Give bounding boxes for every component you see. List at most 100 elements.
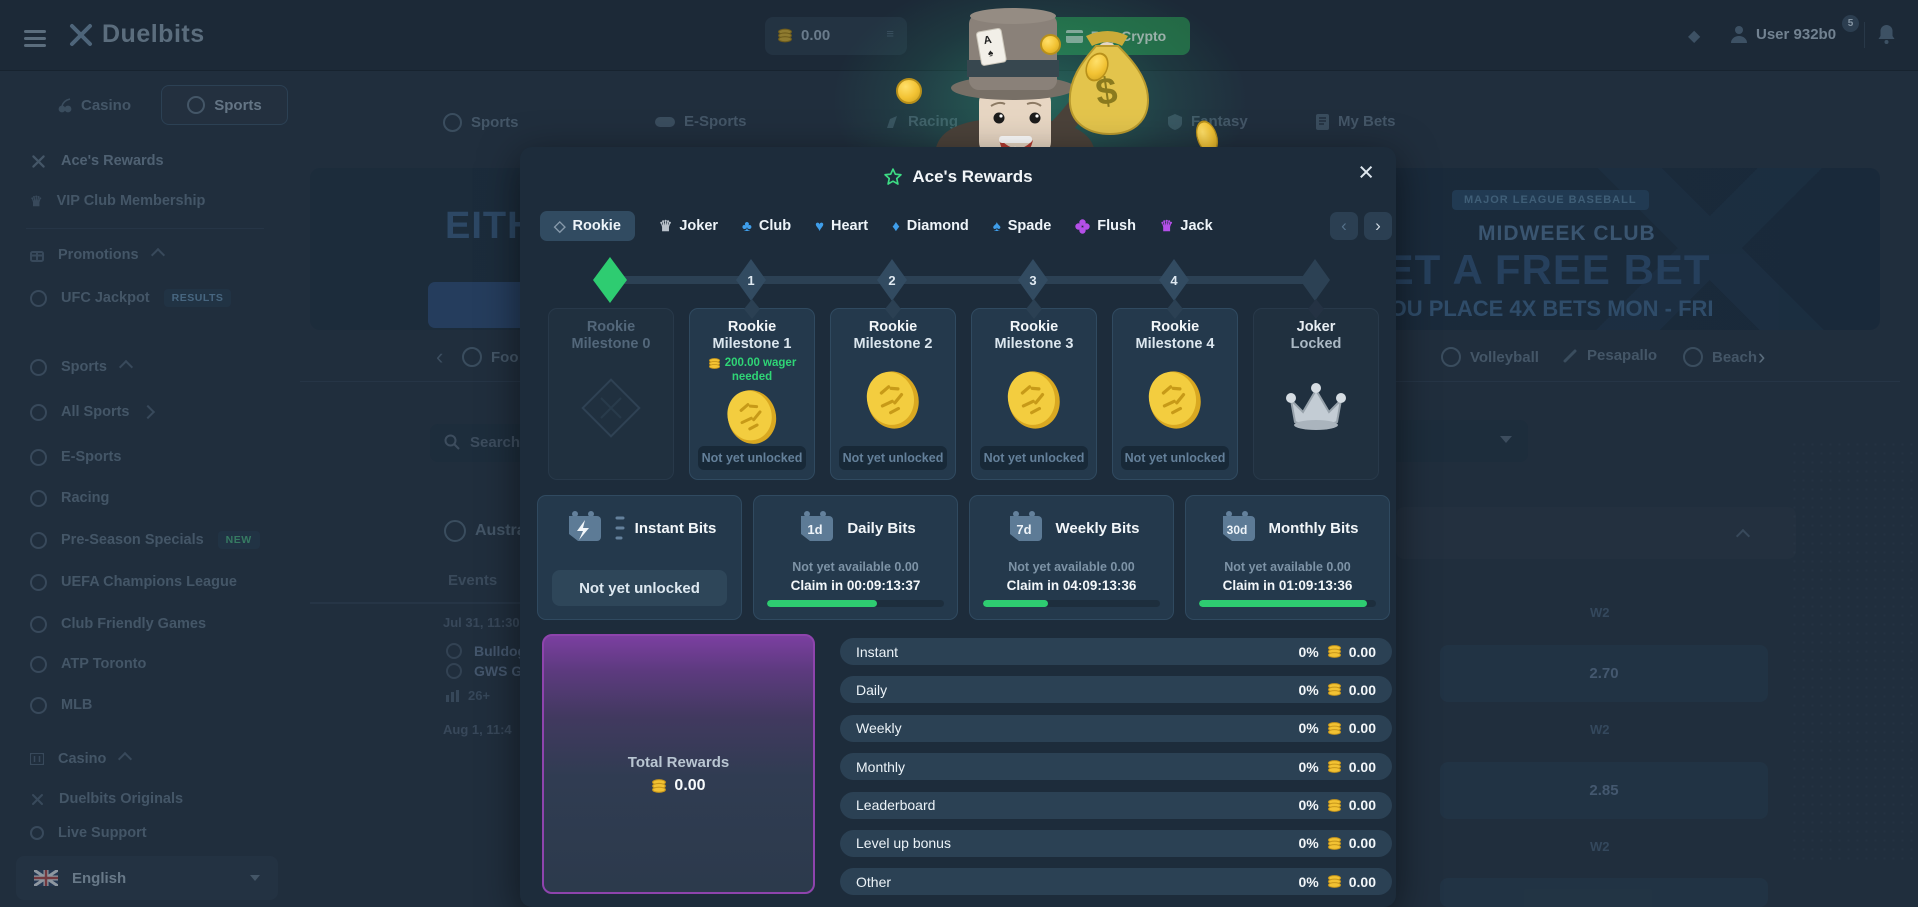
star-icon [884,168,903,185]
tab-football[interactable]: Foo [462,347,519,367]
milestone-card-2: Rookie Milestone 2 Not yet unlocked [830,299,956,480]
total-rewards-label: Total Rewards [627,754,730,771]
headset-icon [30,826,44,840]
close-icon[interactable]: × [1358,157,1374,187]
markets-count[interactable]: 26+ [446,688,490,703]
sidebar-item-racing[interactable]: Racing [30,487,109,509]
sidebar-item-club-friendly[interactable]: Club Friendly Games [30,613,206,635]
toggle-casino[interactable]: Casino [32,85,157,125]
banner-tag: MAJOR LEAGUE BASEBALL [1452,190,1649,210]
milestone-card-1: Rookie Milestone 1 200.00 wager needed N… [689,299,815,480]
shield-icon [1168,113,1182,130]
diamond-icon: ♦ [892,217,900,235]
pesapallo-icon [1563,349,1577,363]
wallet-menu-icon[interactable]: ≡ [886,26,895,41]
event-date: Jul 31, 11:30 [443,615,520,630]
weekly-bits-card: 7d Weekly Bits Not yet available 0.00 Cl… [969,495,1174,620]
tab-rookie[interactable]: ◇ Rookie [540,211,635,241]
nav-esports[interactable]: E-Sports [655,113,747,130]
scroll-right-icon[interactable]: › [1758,344,1766,369]
balance-pill[interactable]: 0.00 ≡ [765,17,907,55]
gem-icon[interactable]: ◆ [1688,28,1701,45]
filter-dropdown[interactable] [1380,420,1528,462]
milestone-card-0: Rookie Milestone 0 [548,308,674,480]
sidebar-group-sports[interactable]: Sports [30,356,163,378]
sidebar-item-mlb[interactable]: MLB [30,694,92,716]
aces-rewards-modal: Ace's Rewards × ◇ Rookie ♛ Joker ♣ Club ♥ He… [520,147,1396,907]
tab-jack[interactable]: ♛ Jack [1159,217,1213,235]
crown-icon: ♛ [30,192,43,209]
tab-club[interactable]: ♣ Club [742,217,792,235]
user-level-badge: 5 [1842,15,1859,32]
tab-joker[interactable]: ♛ Joker [658,217,719,235]
hamburger-menu-icon[interactable] [24,26,46,51]
markets-icon [446,689,459,702]
tab-spade[interactable]: ♠ Spade [992,217,1052,235]
tabs-prev-button[interactable]: ‹ [1330,212,1358,240]
new-badge: NEW [217,531,260,549]
tab-diamond[interactable]: ♦ Diamond [892,217,969,235]
bell-icon[interactable] [1878,24,1895,44]
svg-text:1d: 1d [808,522,823,537]
instant-bits-button[interactable]: Not yet unlocked [552,570,727,606]
coin-stack-icon [1327,645,1341,658]
gold-coin [727,390,777,444]
sidebar-item-aces-rewards[interactable]: Ace's Rewards [30,150,164,172]
team-logo [446,643,462,659]
sidebar-item-vip[interactable]: ♛ VIP Club Membership [30,192,206,210]
card-notch [1167,299,1183,319]
odds-button[interactable]: 2.70 [1440,645,1768,702]
volleyball-icon [1441,347,1461,367]
gamepad-icon [30,448,47,466]
tab-pesapallo[interactable]: Pesapallo [1563,347,1657,364]
odds-button[interactable]: 2.85 [1440,762,1768,819]
language-selector[interactable]: English [16,856,278,900]
events-tab[interactable]: Events [448,572,498,589]
sidebar-item-promotions[interactable]: Promotions [30,244,195,266]
milestone-card-3: Rookie Milestone 3 Not yet unlocked [971,299,1097,480]
track-diamond-end [1300,259,1330,301]
odds-button[interactable] [1440,878,1768,907]
sidebar-item-atp-toronto[interactable]: ATP Toronto [30,653,146,675]
track-diamond-3: 3 [1018,259,1048,301]
sidebar-item-preseason[interactable]: Pre-Season Specials NEW [30,529,284,551]
sidebar-group-casino[interactable]: Casino [30,748,162,770]
banner-title: MIDWEEK CLUB [1478,222,1656,245]
nav-sports[interactable]: Sports [443,113,519,132]
tab-beach[interactable]: Beach [1683,347,1757,367]
sidebar-item-all-sports[interactable]: All Sports [30,401,185,423]
username[interactable]: User 932b0 [1756,26,1837,43]
all-sports-icon [30,403,47,421]
sidebar-item-live-support[interactable]: Live Support [30,822,147,844]
header-divider [1864,22,1865,48]
sidebar-item-ufc-jackpot[interactable]: UFC Jackpot RESULTS [30,287,255,309]
sidebar-divider [26,228,264,229]
instant-bits-card: Instant Bits Not yet unlocked [537,495,742,620]
sidebar-item-esports[interactable]: E-Sports [30,446,121,468]
reward-row-monthly: Monthly 0% 0.00 [840,753,1392,781]
league-header[interactable]: Austra [444,520,526,542]
not-unlocked-badge: Not yet unlocked [839,446,947,470]
tabs-next-button[interactable]: › [1364,212,1392,240]
tab-heart[interactable]: ♥ Heart [815,217,869,235]
weekly-claim-timer: Claim in 04:09:13:36 [1006,578,1137,593]
scroll-left-icon[interactable]: ‹ [436,344,444,369]
event-team-1[interactable]: Bulldogs [446,643,534,659]
track-diamond-2: 2 [877,259,907,301]
gamepad-icon [655,116,675,127]
coin-stack-icon [1327,837,1341,850]
monthly-bits-card: 30d Monthly Bits Not yet available 0.00 … [1185,495,1390,620]
toggle-sports[interactable]: Sports [161,85,288,125]
logo-text[interactable]: Duelbits [102,20,205,48]
results-badge: RESULTS [163,289,232,307]
sidebar-item-originals[interactable]: Duelbits Originals [30,788,183,810]
milestone-card-joker: Joker Locked [1253,299,1379,480]
card-notch [1308,299,1324,319]
total-rewards-value: 0.00 [674,777,706,794]
sidebar-item-uefa[interactable]: UEFA Champions League [30,571,237,593]
tab-flush[interactable]: Flush [1075,218,1136,234]
nav-mybets[interactable]: My Bets [1316,113,1396,130]
nav-racing[interactable]: Racing [885,113,958,130]
not-unlocked-badge: Not yet unlocked [980,446,1088,470]
tab-volleyball[interactable]: Volleyball [1441,347,1539,367]
